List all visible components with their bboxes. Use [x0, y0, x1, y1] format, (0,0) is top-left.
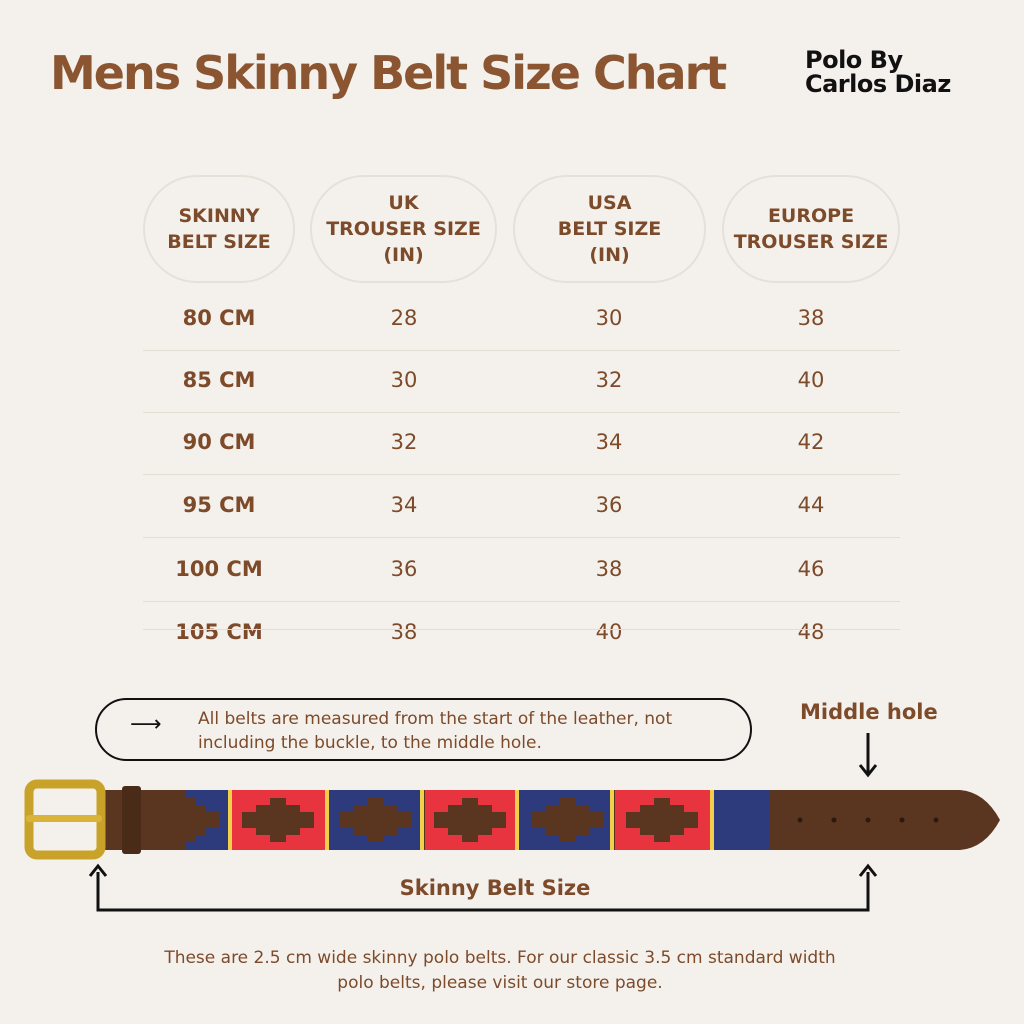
belt-size-cell: 105 CM	[175, 620, 263, 644]
arrow-right-icon: ⟶	[130, 712, 162, 737]
footer-line-2: polo belts, please visit our store page.	[337, 973, 663, 993]
size-cell: 46	[797, 557, 825, 581]
brand-line-1: Polo By	[805, 46, 903, 74]
footer-line-1: These are 2.5 cm wide skinny polo belts.…	[164, 948, 836, 968]
size-cell: 42	[797, 430, 825, 454]
belt-size-cell: 100 CM	[175, 557, 263, 581]
row-divider	[143, 629, 900, 630]
size-cell: 48	[797, 620, 825, 644]
middle-hole-label: Middle hole	[800, 700, 938, 724]
column-header-text: SKINNY BELT SIZE	[167, 205, 271, 253]
size-cell: 32	[390, 430, 418, 454]
column-header-text: UK TROUSER SIZE (IN)	[326, 192, 481, 266]
belt-size-cell: 95 CM	[182, 493, 256, 517]
page-title: Mens Skinny Belt Size Chart	[50, 46, 727, 100]
size-cell: 40	[797, 368, 825, 392]
column-header: EUROPE TROUSER SIZE	[722, 175, 900, 283]
size-cell: 36	[390, 557, 418, 581]
column-header-text: EUROPE TROUSER SIZE	[733, 205, 889, 253]
footer-note: These are 2.5 cm wide skinny polo belts.…	[0, 946, 1000, 996]
note-line-1: All belts are measured from the start of…	[198, 709, 673, 729]
brand-logo: Polo By Carlos Diaz	[805, 48, 951, 96]
size-cell: 34	[595, 430, 623, 454]
size-cell: 28	[390, 306, 418, 330]
size-cell: 30	[595, 306, 623, 330]
measurement-note	[95, 698, 752, 761]
row-divider	[143, 412, 900, 413]
size-cell: 34	[390, 493, 418, 517]
belt-buckle	[24, 779, 106, 860]
size-cell: 32	[595, 368, 623, 392]
measurement-bracket	[88, 863, 878, 912]
size-cell: 40	[595, 620, 623, 644]
size-cell: 30	[390, 368, 418, 392]
size-cell: 38	[797, 306, 825, 330]
column-header-text: USA BELT SIZE (IN)	[557, 192, 662, 266]
belt-size-cell: 80 CM	[182, 306, 256, 330]
column-header: UK TROUSER SIZE (IN)	[310, 175, 497, 283]
arrow-down-icon	[858, 733, 878, 778]
note-line-2: including the buckle, to the middle hole…	[198, 733, 542, 753]
size-cell: 36	[595, 493, 623, 517]
brand-line-2: Carlos Diaz	[805, 70, 951, 98]
column-header: SKINNY BELT SIZE	[143, 175, 295, 283]
row-divider	[143, 537, 900, 538]
belt-keeper	[122, 786, 141, 854]
column-header: USA BELT SIZE (IN)	[513, 175, 706, 283]
skinny-belt-size-label: Skinny Belt Size	[399, 876, 591, 900]
belt-size-cell: 85 CM	[182, 368, 256, 392]
measurement-note-text: All belts are measured from the start of…	[198, 707, 672, 755]
row-divider	[143, 474, 900, 475]
row-divider	[143, 350, 900, 351]
size-cell: 38	[595, 557, 623, 581]
size-cell: 38	[390, 620, 418, 644]
size-cell: 44	[797, 493, 825, 517]
belt-size-cell: 90 CM	[182, 430, 256, 454]
row-divider	[143, 601, 900, 602]
belt-strap	[100, 790, 1000, 850]
